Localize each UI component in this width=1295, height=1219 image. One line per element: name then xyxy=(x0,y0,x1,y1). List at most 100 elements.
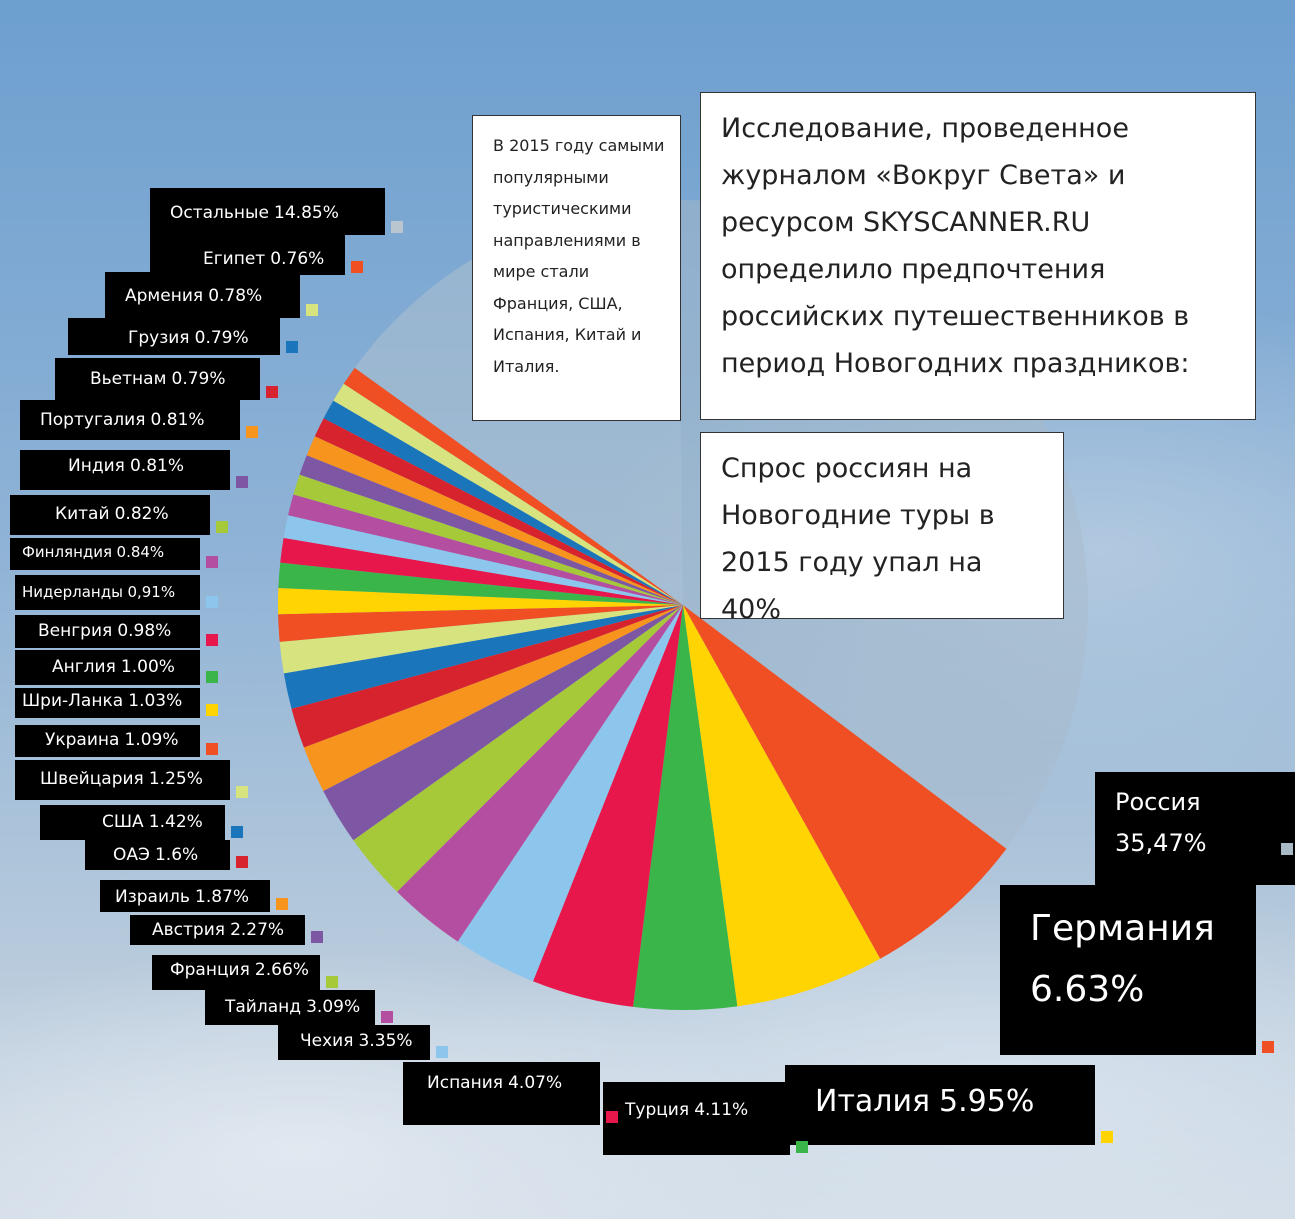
legend-swatch xyxy=(206,596,218,608)
value-label: 0.82% xyxy=(115,504,169,524)
value-label: 0.84% xyxy=(117,543,165,561)
category-label: Россия xyxy=(1115,788,1201,816)
legend-swatch xyxy=(246,426,258,438)
legend-swatch xyxy=(1262,1041,1274,1053)
value-label: 1.42% xyxy=(149,812,203,832)
value-label: 5.95% xyxy=(939,1084,1034,1119)
value-label: 3.35% xyxy=(359,1031,413,1051)
category-label: США xyxy=(102,812,144,832)
value-label: 14.85% xyxy=(274,203,339,223)
label-box xyxy=(10,495,210,535)
category-label: Израиль xyxy=(115,887,190,907)
category-label: Италия xyxy=(815,1084,930,1119)
category-label: Франция xyxy=(170,960,250,980)
note-box: Спрос россиян на Новогодние туры в 2015 … xyxy=(700,432,1064,619)
legend-swatch xyxy=(286,341,298,353)
category-label: Шри-Ланка xyxy=(22,691,123,711)
legend-swatch xyxy=(266,386,278,398)
value-label: 1.6% xyxy=(155,845,198,865)
note-box: В 2015 году самыми популярными туристиче… xyxy=(472,115,681,421)
legend-swatch xyxy=(436,1046,448,1058)
infographic: Германия 6.63% Италия 5.95% Турция4.11% Испан… xyxy=(0,0,1295,1219)
category-label: Германия xyxy=(1030,908,1215,949)
legend-swatch xyxy=(351,261,363,273)
note-box: Исследование, проведенное журналом «Вокр… xyxy=(700,92,1256,420)
value-label: 6.63% xyxy=(1030,969,1144,1010)
value-label: 2.66% xyxy=(255,960,309,980)
value-label: 0,91% xyxy=(127,583,175,601)
category-label: Венгрия xyxy=(38,621,112,641)
value-label: 3.09% xyxy=(306,997,360,1017)
legend-swatch xyxy=(796,1141,808,1153)
slice-label: Франция2.66% xyxy=(170,960,309,980)
slice-label: Египет0.76% xyxy=(203,249,324,269)
slice-label: Италия 5.95% xyxy=(815,1084,1034,1119)
label-box xyxy=(20,450,230,490)
value-label: 0.81% xyxy=(151,410,205,430)
value-label: 1.00% xyxy=(121,657,175,677)
value-label: 0.76% xyxy=(270,249,324,269)
category-label: Остальные xyxy=(170,203,269,223)
slice-label: Турция4.11% xyxy=(624,1100,748,1120)
category-label: Финляндия xyxy=(22,543,112,561)
label-box xyxy=(403,1062,600,1125)
category-label: Вьетнам xyxy=(90,369,166,389)
category-label: Нидерланды xyxy=(22,583,123,601)
legend-swatch xyxy=(231,826,243,838)
category-label: ОАЭ xyxy=(113,845,150,865)
category-label: Чехия xyxy=(300,1031,353,1051)
value-label: 0.78% xyxy=(208,286,262,306)
category-label: Португалия xyxy=(40,410,145,430)
category-label: Грузия xyxy=(128,328,190,348)
category-label: Египет xyxy=(203,249,265,269)
legend-swatch xyxy=(1281,843,1293,855)
legend-swatch xyxy=(1101,1131,1113,1143)
category-label: Австрия xyxy=(152,920,225,940)
legend-swatch xyxy=(206,671,218,683)
value-label: 0.79% xyxy=(195,328,249,348)
value-label: 4.07% xyxy=(508,1073,562,1093)
slice-label: Португалия 0.81% xyxy=(40,410,205,430)
category-label: Испания xyxy=(427,1073,503,1093)
category-label: Индия xyxy=(68,456,125,476)
legend-swatch xyxy=(236,476,248,488)
legend-swatch xyxy=(236,786,248,798)
value-label: 0.98% xyxy=(117,621,171,641)
category-label: Англия xyxy=(52,657,116,677)
category-label: Швейцария xyxy=(40,769,144,789)
legend-swatch xyxy=(311,931,323,943)
value-label: 1.25% xyxy=(149,769,203,789)
legend-swatch xyxy=(276,898,288,910)
value-label: 1.03% xyxy=(128,691,182,711)
value-label: 1.09% xyxy=(125,730,179,750)
category-label: Тайланд xyxy=(224,997,301,1017)
legend-swatch xyxy=(216,521,228,533)
slice-label: Финляндия 0.84% xyxy=(22,543,164,561)
value-label: 0.79% xyxy=(172,369,226,389)
legend-swatch xyxy=(326,976,338,988)
legend-swatch xyxy=(391,221,403,233)
legend-swatch xyxy=(206,704,218,716)
category-label: Украина xyxy=(45,730,119,750)
category-label: Армения xyxy=(125,286,203,306)
value-label: 4.11% xyxy=(694,1100,748,1120)
slice-label: Украина 1.09% xyxy=(45,730,179,750)
category-label: Турция xyxy=(624,1100,689,1120)
legend-swatch xyxy=(206,743,218,755)
legend-swatch xyxy=(206,634,218,646)
legend-swatch xyxy=(236,856,248,868)
legend-swatch xyxy=(206,556,218,568)
legend-swatch xyxy=(381,1011,393,1023)
